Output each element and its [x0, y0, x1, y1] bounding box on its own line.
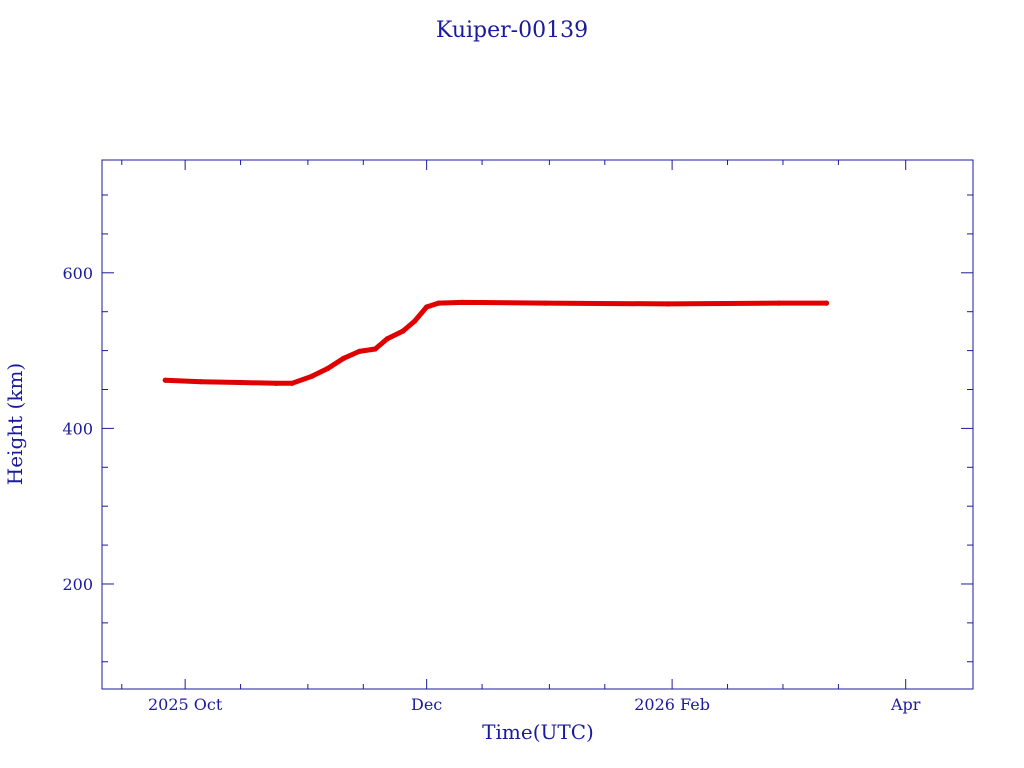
- height-data-point: [823, 300, 830, 306]
- height-data-point: [384, 336, 390, 342]
- height-data-point: [459, 299, 465, 305]
- height-data-point: [356, 348, 362, 354]
- x-tick-label: Apr: [890, 695, 921, 714]
- height-data-point: [273, 380, 279, 386]
- height-series-line: [162, 299, 829, 386]
- height-data-point: [340, 355, 347, 361]
- chart-title: Kuiper-00139: [436, 18, 588, 43]
- x-axis-label: Time(UTC): [482, 720, 594, 744]
- height-data-point: [424, 304, 430, 310]
- plot-area: [101, 159, 974, 690]
- series-layer: [162, 299, 830, 386]
- y-axis-label: Height (km): [3, 363, 27, 485]
- height-data-point: [412, 318, 418, 324]
- axes-layer: 2025 Oct Dec 2026 Feb Apr 200 400 600: [62, 160, 973, 714]
- height-data-point: [309, 373, 315, 379]
- height-data-point: [776, 300, 782, 306]
- height-data-point: [198, 379, 204, 385]
- height-data-point: [400, 328, 406, 334]
- y-tick-label: 600: [62, 264, 93, 283]
- y-tick-label: 400: [62, 419, 93, 438]
- height-data-point: [325, 365, 331, 372]
- x-tick-label: Dec: [411, 695, 442, 714]
- height-data-point: [435, 300, 442, 306]
- height-data-point: [238, 379, 244, 386]
- height-data-point: [372, 346, 378, 352]
- height-data-point: [665, 301, 671, 307]
- height-data-point: [542, 300, 549, 306]
- x-tick-label: 2025 Oct: [148, 695, 223, 714]
- height-data-point: [289, 380, 295, 386]
- height-data-point: [162, 377, 168, 383]
- y-tick-label: 200: [62, 575, 93, 594]
- x-tick-label: 2026 Feb: [634, 695, 710, 714]
